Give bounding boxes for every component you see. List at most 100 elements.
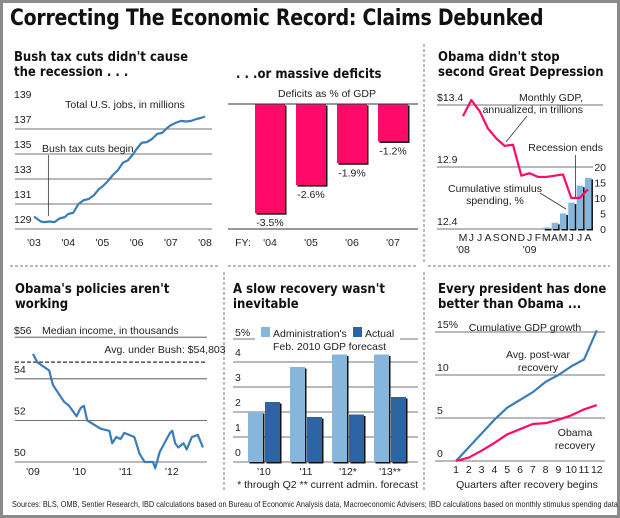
x-tick-label: 3 — [479, 464, 485, 476]
x-tick-label: 1 — [453, 464, 459, 476]
month-label: J — [477, 232, 482, 244]
legend-label-forecast: Feb. 2010 GDP forecast — [273, 341, 386, 353]
y-tick-label-left: $13.4 — [437, 92, 463, 104]
y-tick-label: 1 — [235, 422, 241, 434]
x-tick-label: 4 — [491, 464, 497, 476]
month-label: M — [559, 232, 568, 244]
stimulus-bar — [559, 213, 567, 229]
x-tick-label: 10 — [565, 464, 577, 476]
stimulus-series-label: spending, % — [466, 195, 524, 207]
deficit-bar — [296, 104, 326, 186]
x-tick-label: '07 — [386, 237, 400, 249]
annotation-label: Bush tax cuts begin — [42, 143, 134, 155]
x-tick-label: 5 — [504, 464, 510, 476]
gdp-leader-line — [505, 115, 528, 143]
chart-subtitle: Median income, in thousands — [42, 325, 179, 337]
footnote: * through Q2 ** current admin. forecast — [237, 479, 418, 491]
obama-label: Obama — [558, 427, 593, 439]
x-tick-label: '11 — [300, 466, 313, 478]
y-tick-label: 2 — [235, 397, 241, 409]
actual-bar — [265, 402, 280, 462]
data-label: -1.2% — [379, 145, 406, 157]
stimulus-bar-shadow — [544, 228, 552, 231]
y-tick-label: 0 — [235, 447, 241, 459]
stimulus-bar — [576, 185, 584, 229]
data-label: -1.9% — [338, 167, 365, 179]
y-tick-label: 15% — [437, 319, 458, 331]
chart-subtitle: Cumulative GDP growth — [469, 322, 582, 334]
actual-bar — [391, 397, 406, 462]
x-tick-label: '06 — [130, 237, 144, 249]
gdp-series-label: Monthly GDP, — [519, 92, 583, 104]
x-tick-label: '05 — [304, 237, 318, 249]
forecast-bar — [332, 354, 347, 462]
deficit-bar — [337, 104, 367, 164]
month-label: J — [569, 232, 574, 244]
x-tick-label: '10 — [72, 466, 86, 478]
month-label: J — [577, 232, 582, 244]
chart-title-gdp: Obama didn't stop second Great Depressio… — [438, 50, 604, 80]
obama-line — [455, 404, 598, 463]
y-tick-label: 10 — [437, 362, 449, 374]
month-label: J — [527, 232, 532, 244]
forecast-bar — [290, 367, 305, 462]
y-tick-label: 135 — [14, 139, 32, 151]
x-tick-label: 12 — [591, 464, 603, 476]
y-tick-label: 133 — [14, 164, 32, 176]
y-tick-label-right: 5 — [600, 209, 606, 221]
income-line — [32, 353, 204, 470]
y-tick-label-right: 10 — [594, 193, 606, 205]
y-tick-label: 5 — [437, 405, 443, 417]
stimulus-bar — [543, 227, 550, 229]
deficit-bar — [378, 104, 408, 142]
data-label: -3.5% — [256, 217, 283, 229]
forecast-bar — [374, 354, 389, 462]
y-tick-label: 131 — [14, 189, 32, 201]
x-tick-label: '03 — [27, 237, 41, 249]
legend-label-forecast: Administration's — [273, 328, 347, 340]
x-tick-label: '07 — [164, 237, 178, 249]
x-tick-label: '09 — [26, 466, 40, 478]
month-label: J — [469, 232, 474, 244]
forecast-bar — [248, 412, 263, 462]
avg-postwar-label: recovery — [518, 362, 559, 374]
month-label: A — [484, 232, 491, 244]
chart-title-presidents: Every president has done better than Oba… — [438, 282, 607, 312]
stimulus-leader-line — [539, 192, 567, 210]
chart-subtitle: Deficits as % of GDP — [278, 88, 376, 100]
y-tick-label: 3 — [235, 372, 241, 384]
bush-average-label: Avg. under Bush: $54,803 — [104, 344, 225, 356]
actual-bar — [349, 414, 364, 462]
sources-note: Sources: BLS, OMB, Sentier Research, IBD… — [12, 499, 618, 509]
month-label: N — [509, 232, 517, 244]
month-label: M — [459, 232, 468, 244]
legend-swatch-forecast — [261, 327, 270, 337]
recession-ends-label: Recession ends — [528, 142, 603, 154]
chart-title-deficits: . . .or massive deficits — [236, 67, 382, 82]
x-tick-label: '05 — [96, 237, 110, 249]
y-tick-label: $56 — [14, 325, 32, 337]
x-tick-label: '12 — [165, 466, 179, 478]
x-tick-label: 8 — [543, 464, 549, 476]
stimulus-series-label: Cumulative stimulus — [448, 183, 542, 195]
x-axis-label: Quarters after recovery begins — [456, 479, 598, 491]
y-tick-label-right: 20 — [594, 162, 606, 174]
chart-subtitle: Total U.S. jobs, in millions — [65, 99, 185, 111]
jobs-line — [33, 115, 206, 224]
month-label: M — [542, 232, 551, 244]
y-tick-label: 4 — [235, 347, 241, 359]
actual-bar — [307, 417, 322, 462]
stimulus-bar — [551, 222, 559, 229]
y-tick-label: 50 — [14, 447, 26, 459]
deficit-bar — [255, 104, 285, 214]
x-tick-label: '11 — [119, 466, 132, 478]
month-label: D — [518, 232, 526, 244]
x-tick-label: '04 — [263, 237, 277, 249]
main-title: Correcting The Economic Record: Claims D… — [10, 6, 544, 31]
y-tick-label: 129 — [14, 214, 32, 226]
x-tick-label: '08 — [198, 237, 212, 249]
y-tick-label: 52 — [14, 405, 26, 417]
gdp-line — [462, 98, 589, 200]
